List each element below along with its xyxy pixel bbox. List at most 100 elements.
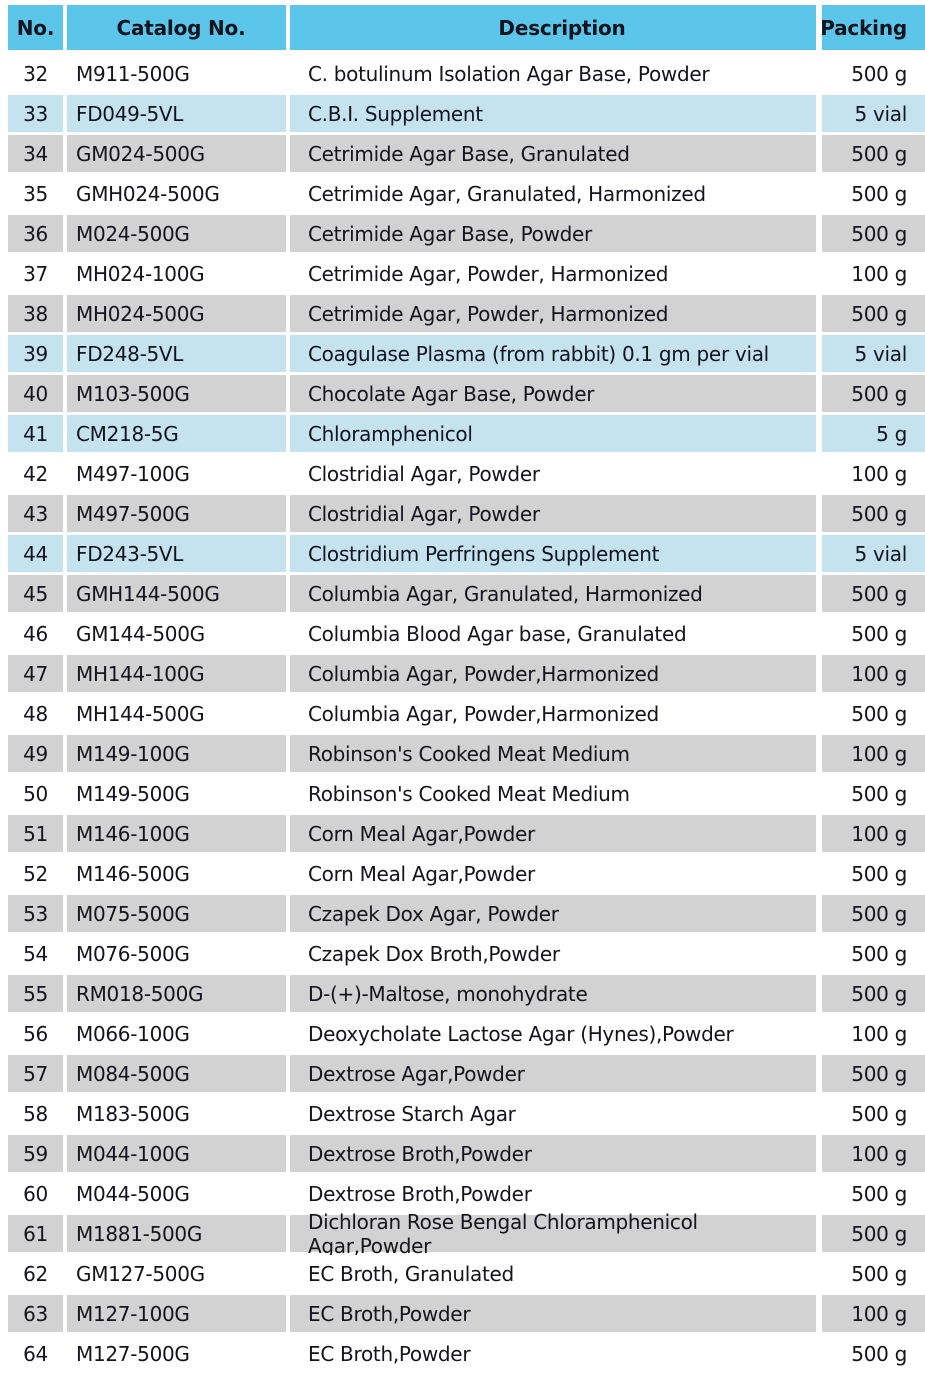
row-packing: 500 g: [822, 1175, 925, 1212]
table-row: 46 GM144-500G Columbia Blood Agar base, …: [8, 615, 925, 655]
row-description: Columbia Agar, Granulated, Harmonized: [290, 575, 816, 612]
row-catalog-no: M066-100G: [67, 1015, 286, 1052]
row-number: 43: [8, 495, 63, 532]
row-catalog-no: M1881-500G: [67, 1215, 286, 1252]
row-packing: 500 g: [822, 975, 925, 1012]
row-number: 44: [8, 535, 63, 572]
row-catalog-no: M044-500G: [67, 1175, 286, 1212]
header-no: No.: [8, 5, 63, 50]
row-catalog-no: M911-500G: [67, 55, 286, 92]
row-number: 62: [8, 1255, 63, 1292]
row-packing: 500 g: [822, 1055, 925, 1092]
table-row: 54 M076-500G Czapek Dox Broth,Powder 500…: [8, 935, 925, 975]
row-catalog-no: FD243-5VL: [67, 535, 286, 572]
row-number: 59: [8, 1135, 63, 1172]
table-row: 38 MH024-500G Cetrimide Agar, Powder, Ha…: [8, 295, 925, 335]
row-description: Dichloran Rose Bengal Chloramphenicol Ag…: [290, 1210, 816, 1258]
row-number: 41: [8, 415, 63, 452]
row-number: 34: [8, 135, 63, 172]
table-row: 63 M127-100G EC Broth,Powder 100 g: [8, 1295, 925, 1335]
header-packing: Packing: [820, 5, 925, 50]
row-catalog-no: GM127-500G: [67, 1255, 286, 1292]
row-description: Cetrimide Agar, Granulated, Harmonized: [290, 175, 816, 212]
table-row: 53 M075-500G Czapek Dox Agar, Powder 500…: [8, 895, 925, 935]
row-number: 60: [8, 1175, 63, 1212]
row-description: Cetrimide Agar, Powder, Harmonized: [290, 295, 816, 332]
table-row: 40 M103-500G Chocolate Agar Base, Powder…: [8, 375, 925, 415]
row-description: Clostridial Agar, Powder: [290, 495, 816, 532]
row-packing: 100 g: [822, 655, 925, 692]
table-row: 60 M044-500G Dextrose Broth,Powder 500 g: [8, 1175, 925, 1215]
row-packing: 500 g: [822, 935, 925, 972]
row-catalog-no: M497-500G: [67, 495, 286, 532]
table-header-row: No. Catalog No. Description Packing: [8, 5, 925, 50]
table-row: 48 MH144-500G Columbia Agar, Powder,Harm…: [8, 695, 925, 735]
table-row: 45 GMH144-500G Columbia Agar, Granulated…: [8, 575, 925, 615]
row-packing: 500 g: [822, 1255, 925, 1292]
row-packing: 100 g: [822, 255, 925, 292]
table-row: 57 M084-500G Dextrose Agar,Powder 500 g: [8, 1055, 925, 1095]
row-catalog-no: M127-100G: [67, 1295, 286, 1332]
table-row: 34 GM024-500G Cetrimide Agar Base, Granu…: [8, 135, 925, 175]
row-number: 36: [8, 215, 63, 252]
row-packing: 5 vial: [822, 335, 925, 372]
table-row: 41 CM218-5G Chloramphenicol 5 g: [8, 415, 925, 455]
row-number: 46: [8, 615, 63, 652]
row-description: Dextrose Broth,Powder: [290, 1175, 816, 1212]
table-row: 42 M497-100G Clostridial Agar, Powder 10…: [8, 455, 925, 495]
table-row: 58 M183-500G Dextrose Starch Agar 500 g: [8, 1095, 925, 1135]
row-packing: 100 g: [822, 1135, 925, 1172]
row-packing: 100 g: [822, 1015, 925, 1052]
row-number: 51: [8, 815, 63, 852]
row-packing: 500 g: [822, 575, 925, 612]
row-catalog-no: GMH144-500G: [67, 575, 286, 612]
row-description: Corn Meal Agar,Powder: [290, 815, 816, 852]
table-row: 61 M1881-500G Dichloran Rose Bengal Chlo…: [8, 1210, 925, 1258]
row-catalog-no: M149-500G: [67, 775, 286, 812]
row-description: C.B.I. Supplement: [290, 95, 816, 132]
table-row: 39 FD248-5VL Coagulase Plasma (from rabb…: [8, 335, 925, 375]
row-description: Clostridial Agar, Powder: [290, 455, 816, 492]
row-description: EC Broth,Powder: [290, 1335, 816, 1372]
row-number: 42: [8, 455, 63, 492]
row-catalog-no: M497-100G: [67, 455, 286, 492]
row-number: 47: [8, 655, 63, 692]
row-number: 56: [8, 1015, 63, 1052]
row-packing: 500 g: [822, 1215, 925, 1252]
row-description: Dextrose Starch Agar: [290, 1095, 816, 1132]
row-description: Cetrimide Agar, Powder, Harmonized: [290, 255, 816, 292]
row-catalog-no: M146-100G: [67, 815, 286, 852]
row-number: 54: [8, 935, 63, 972]
row-catalog-no: GMH024-500G: [67, 175, 286, 212]
row-packing: 500 g: [822, 375, 925, 412]
row-description: Clostridium Perfringens Supplement: [290, 535, 816, 572]
row-packing: 500 g: [822, 695, 925, 732]
table-row: 59 M044-100G Dextrose Broth,Powder 100 g: [8, 1135, 925, 1175]
row-number: 45: [8, 575, 63, 612]
row-catalog-no: M103-500G: [67, 375, 286, 412]
row-packing: 500 g: [822, 295, 925, 332]
row-description: Columbia Agar, Powder,Harmonized: [290, 695, 816, 732]
table-row: 35 GMH024-500G Cetrimide Agar, Granulate…: [8, 175, 925, 215]
header-catalog-no: Catalog No.: [67, 5, 286, 50]
row-catalog-no: CM218-5G: [67, 415, 286, 452]
row-description: Columbia Blood Agar base, Granulated: [290, 615, 816, 652]
row-description: Columbia Agar, Powder,Harmonized: [290, 655, 816, 692]
row-number: 37: [8, 255, 63, 292]
row-catalog-no: MH144-100G: [67, 655, 286, 692]
row-packing: 500 g: [822, 1335, 925, 1372]
row-description: C. botulinum Isolation Agar Base, Powder: [290, 55, 816, 92]
row-number: 64: [8, 1335, 63, 1372]
row-description: Robinson's Cooked Meat Medium: [290, 735, 816, 772]
row-number: 63: [8, 1295, 63, 1332]
header-description: Description: [290, 5, 816, 50]
row-number: 35: [8, 175, 63, 212]
row-catalog-no: M127-500G: [67, 1335, 286, 1372]
row-packing: 500 g: [822, 775, 925, 812]
table-row: 52 M146-500G Corn Meal Agar,Powder 500 g: [8, 855, 925, 895]
row-number: 61: [8, 1215, 63, 1252]
table-row: 32 M911-500G C. botulinum Isolation Agar…: [8, 55, 925, 95]
row-description: Chocolate Agar Base, Powder: [290, 375, 816, 412]
table-row: 56 M066-100G Deoxycholate Lactose Agar (…: [8, 1015, 925, 1055]
